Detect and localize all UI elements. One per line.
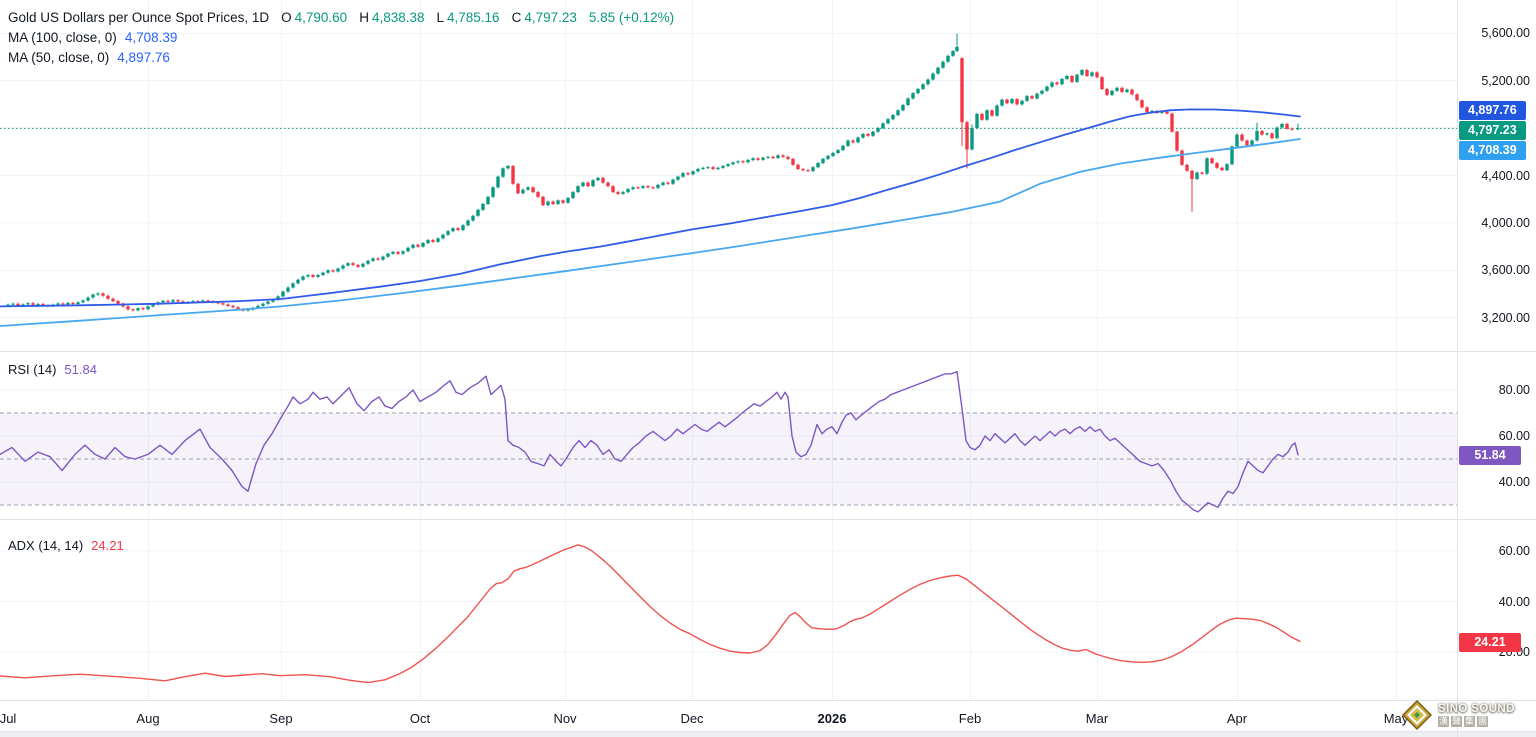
watermark-cn-char: 集	[1464, 716, 1475, 727]
ma100-row: MA (100, close, 0) 4,708.39	[8, 28, 674, 48]
rsi-value: 51.84	[64, 362, 97, 377]
ma50-line	[0, 108, 1301, 308]
y-axis-label: 40.00	[1498, 475, 1530, 489]
adx-label: ADX (14, 14)	[8, 538, 84, 553]
y-axis-label: 80.00	[1498, 383, 1530, 397]
x-axis-label: Sep	[269, 711, 293, 726]
x-axis-label: Aug	[136, 711, 160, 726]
adx-value: 24.21	[91, 538, 124, 553]
change-value: 5.85 (+0.12%)	[588, 10, 675, 25]
adx-line	[0, 544, 1301, 684]
ma50-row: MA (50, close, 0) 4,897.76	[8, 48, 674, 68]
y-axis-label: 3,200.00	[1481, 310, 1530, 325]
ohlc-close-key: C	[511, 10, 522, 25]
rsi-legend: RSI (14) 51.84	[8, 362, 97, 377]
x-axis-label: Nov	[553, 711, 577, 726]
ma100-label: MA (100, close, 0)	[8, 30, 117, 45]
y-axis-label: 60.00	[1498, 429, 1530, 443]
axis-price-badge: 51.84	[1459, 445, 1521, 465]
axis-price-badge: 4,797.23	[1459, 121, 1526, 140]
adx-legend: ADX (14, 14) 24.21	[8, 538, 124, 553]
axis-price-badge: 4,708.39	[1459, 141, 1526, 160]
x-axis-label: Apr	[1226, 711, 1248, 726]
y-axis-label: 4,000.00	[1481, 215, 1530, 230]
rsi-line	[0, 370, 1299, 513]
legend: Gold US Dollars per Ounce Spot Prices, 1…	[8, 8, 674, 68]
watermark-cn: 漢聲集團	[1438, 716, 1515, 727]
y-axis-label: 60.00	[1498, 544, 1530, 558]
x-axis-label: Feb	[958, 711, 982, 726]
ohlc-open-value: 4,790.60	[294, 10, 348, 25]
watermark-text: SINO SOUND 漢聲集團	[1438, 703, 1515, 727]
y-axis-label: 5,600.00	[1481, 26, 1530, 40]
y-axis-label: 4,400.00	[1481, 168, 1530, 183]
rsi-label: RSI (14)	[8, 362, 57, 377]
x-axis-label: Dec	[680, 711, 704, 726]
ohlc-high-value: 4,838.38	[371, 10, 425, 25]
ma100-line	[0, 138, 1301, 327]
ohlc-close-value: 4,797.23	[524, 10, 577, 25]
price-scale[interactable]: 5,600.00 5,200.00 4,400.00 4,000.00 3,600.00…	[1458, 0, 1536, 737]
watermark-cn-char: 聲	[1451, 716, 1462, 727]
time-scale[interactable]: Jul Aug Sep Oct Nov Dec 2026 Feb Mar Apr May	[0, 700, 1457, 731]
y-axis-label: 40.00	[1498, 594, 1530, 609]
x-axis-label: Oct	[409, 711, 431, 726]
ma50-value: 4,897.76	[117, 50, 170, 65]
ohlc-open-key: O	[281, 10, 292, 25]
x-axis-label: Mar	[1085, 711, 1109, 726]
ma50-label: MA (50, close, 0)	[8, 50, 110, 65]
watermark-cn-char: 漢	[1438, 716, 1449, 727]
axis-price-badge: 24.21	[1459, 632, 1521, 652]
y-axis-label: 3,600.00	[1481, 263, 1530, 277]
axis-price-badge: 4,897.76	[1459, 101, 1526, 120]
symbol-row: Gold US Dollars per Ounce Spot Prices, 1…	[8, 8, 674, 28]
watermark-name: SINO SOUND	[1438, 703, 1515, 715]
x-axis-label: May	[1383, 711, 1409, 726]
x-axis-label: Jul	[0, 711, 17, 726]
ohlc-high-key: H	[359, 10, 369, 25]
watermark-cn-char: 團	[1477, 716, 1488, 727]
watermark-logo: SINO SOUND 漢聲集團	[1402, 700, 1515, 730]
chart-title: Gold US Dollars per Ounce Spot Prices, 1…	[8, 10, 270, 25]
ohlc-low-value: 4,785.16	[447, 10, 500, 25]
gridlines	[0, 0, 1457, 700]
ohlc-low-key: L	[436, 10, 445, 25]
ma100-value: 4,708.39	[124, 30, 178, 45]
diamond-logo-icon	[1402, 700, 1432, 730]
y-axis-label: 5,200.00	[1481, 73, 1530, 88]
x-axis-label: 2026	[817, 711, 847, 726]
